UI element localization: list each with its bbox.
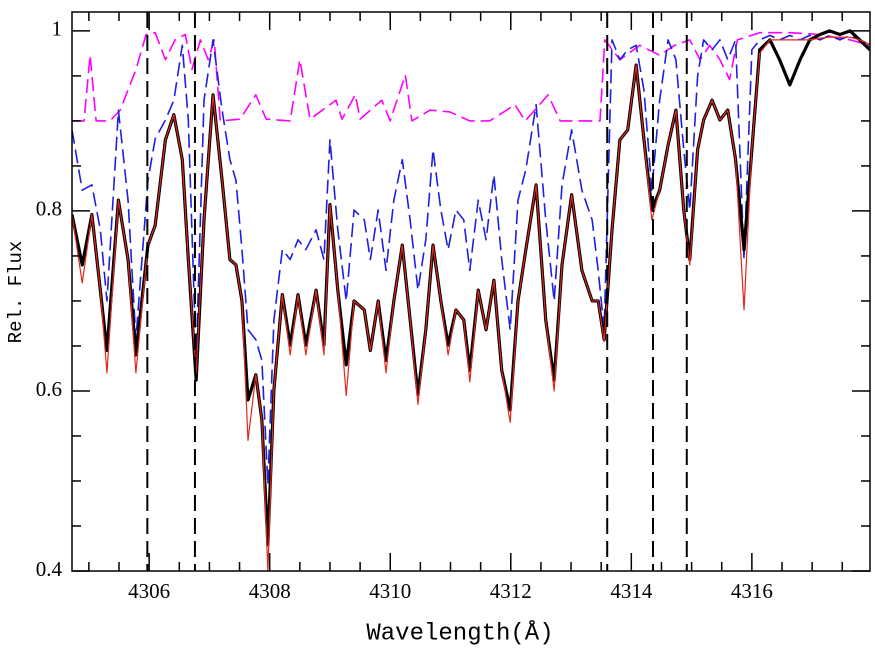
x-tick-label: 4312 — [490, 579, 532, 603]
x-tick-label: 4308 — [249, 579, 291, 603]
y-axis-label: Rel. Flux — [5, 241, 27, 344]
x-tick-label: 4314 — [610, 579, 653, 603]
y-tick-label: 0.8 — [36, 197, 62, 221]
spectrum-line — [72, 36, 870, 571]
x-axis-label: Wavelength(Å) — [366, 619, 553, 647]
plot-frame — [71, 11, 871, 572]
spectrum-line — [72, 34, 870, 486]
y-tick-label: 0.6 — [36, 377, 62, 401]
x-tick-label: 4316 — [731, 579, 773, 603]
x-tick-label: 4310 — [369, 579, 411, 603]
y-tick-label: 1 — [52, 17, 63, 41]
plot-area — [72, 12, 870, 571]
spectrum-line — [72, 31, 870, 122]
y-tick-label: 0.4 — [36, 557, 63, 581]
x-tick-label: 4306 — [128, 579, 170, 603]
